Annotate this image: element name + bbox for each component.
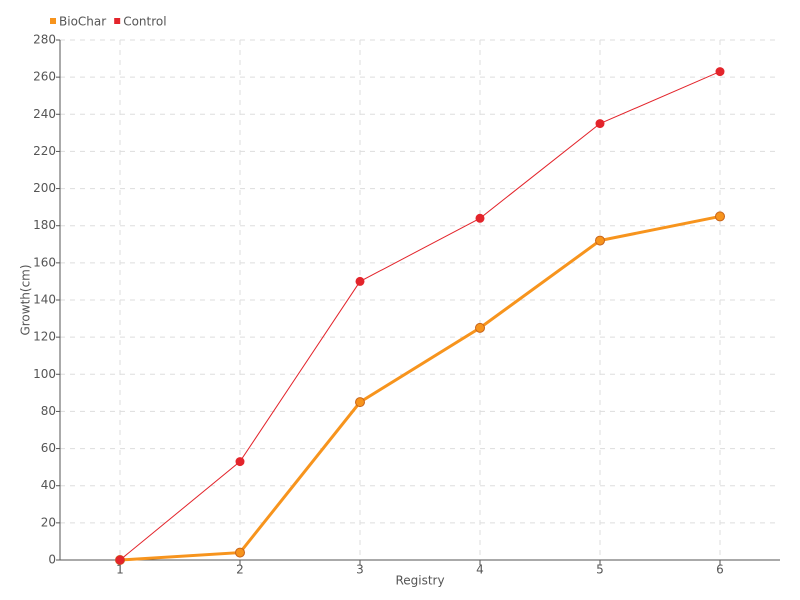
x-axis-label: Registry	[395, 574, 444, 588]
y-tick-label: 280	[33, 33, 56, 47]
y-tick-label: 240	[33, 107, 56, 121]
x-tick-label: 2	[236, 563, 244, 577]
x-tick-label: 3	[356, 563, 364, 577]
y-tick-label: 180	[33, 218, 56, 232]
y-tick-label: 20	[41, 515, 56, 529]
y-tick-label: 160	[33, 255, 56, 269]
data-point	[475, 322, 485, 333]
data-point	[235, 457, 245, 467]
legend-label: BioChar	[59, 15, 106, 29]
y-tick-label: 100	[33, 367, 56, 381]
legend-swatch	[50, 18, 56, 24]
data-point	[595, 119, 605, 129]
y-tick-label: 0	[48, 553, 56, 567]
x-tick-label: 1	[116, 563, 124, 577]
data-point	[715, 67, 725, 77]
y-tick-label: 60	[41, 441, 56, 455]
y-tick-label: 260	[33, 70, 56, 84]
x-tick-label: 6	[716, 563, 724, 577]
legend-swatch	[114, 18, 121, 24]
x-tick-label: 4	[476, 563, 484, 577]
y-tick-label: 140	[33, 293, 56, 307]
series-line	[119, 71, 721, 561]
data-point	[715, 211, 725, 222]
y-tick-label: 80	[41, 404, 56, 418]
data-point	[235, 547, 245, 558]
series-line	[119, 214, 721, 562]
data-point	[355, 276, 365, 286]
y-tick-label: 40	[41, 478, 56, 492]
legend-label: Control	[123, 15, 166, 29]
y-tick-label: 220	[33, 144, 56, 158]
data-point	[595, 235, 605, 246]
y-tick-label: 200	[33, 181, 56, 195]
x-tick-label: 5	[596, 563, 604, 577]
y-axis-label: Growth(cm)	[19, 264, 33, 335]
data-point	[355, 397, 365, 408]
y-tick-label: 120	[33, 330, 56, 344]
data-point	[475, 213, 485, 223]
data-point	[115, 555, 125, 565]
